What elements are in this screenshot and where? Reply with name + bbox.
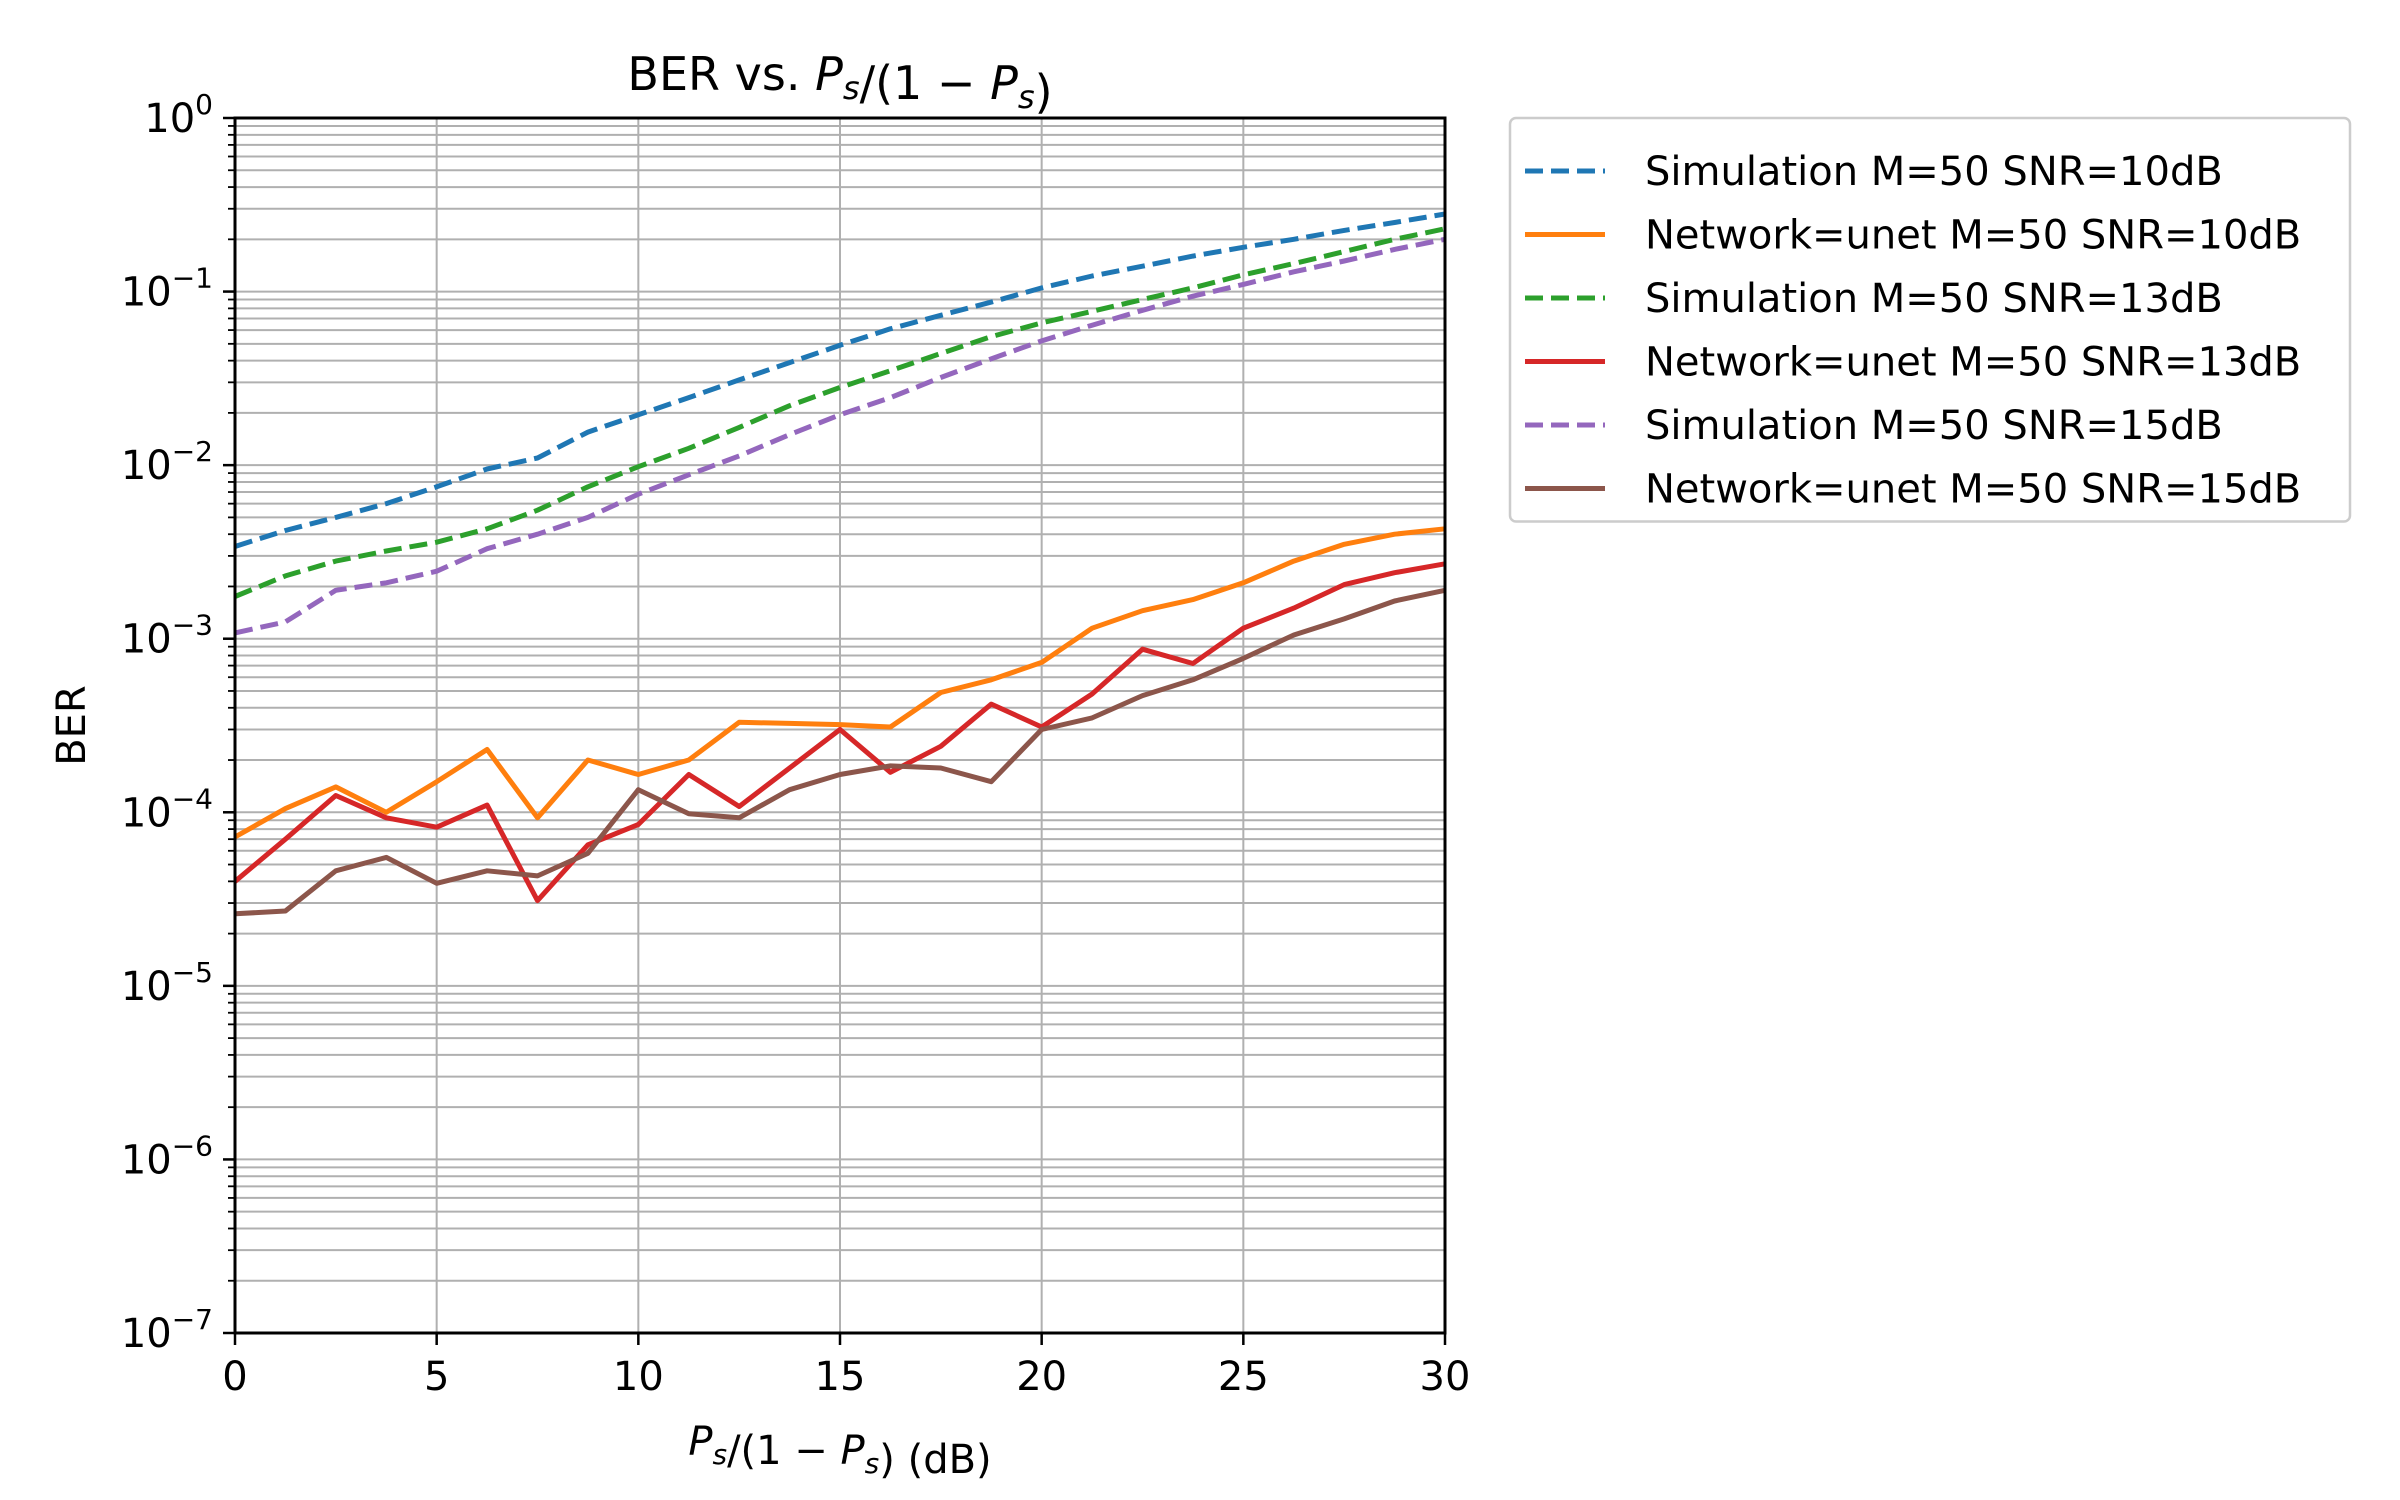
series-line-5: [234, 236, 1446, 636]
legend: Simulation M=50 SNR=10dB Network=unet M=5…: [1508, 116, 2352, 523]
y-tick-label: 10−7: [121, 1303, 213, 1357]
y-tick-label: 100: [144, 88, 213, 142]
y-tick-label: 10−3: [121, 609, 213, 663]
series-line-1: [234, 211, 1446, 549]
legend-box: [1508, 116, 2352, 523]
series-line-3: [234, 226, 1446, 599]
legend-label-2: Network=unet M=50 SNR=10dB: [1645, 213, 2301, 259]
x-tick-label: 20: [1016, 1354, 1067, 1400]
tick-layer: 0 5 10 15 20 25 30 10−7 10−6 10−5 10−4 10−3 10−2 10−1…: [121, 88, 1471, 1400]
x-axis-label: Ps/(1 − Ps) (dB): [688, 1419, 991, 1483]
x-tick-label: 10: [613, 1354, 664, 1400]
series-line-6: [234, 587, 1446, 917]
y-axis-label: BER: [49, 685, 95, 766]
legend-label-4: Network=unet M=50 SNR=13dB: [1645, 340, 2301, 386]
x-tick-label: 0: [222, 1354, 247, 1400]
legend-label-1: Simulation M=50 SNR=10dB: [1645, 149, 2223, 195]
y-tick-label: 10−5: [121, 956, 213, 1010]
y-tick-label: 10−4: [121, 782, 213, 836]
legend-label-6: Network=unet M=50 SNR=15dB: [1645, 467, 2301, 513]
series-layer: [233, 211, 1446, 917]
x-tick-label: 5: [424, 1354, 449, 1400]
y-tick-label: 10−1: [121, 262, 213, 316]
legend-label-3: Simulation M=50 SNR=13dB: [1645, 276, 2223, 322]
y-tick-label: 10−6: [121, 1129, 213, 1183]
series-line-2: [233, 526, 1446, 840]
legend-entries: Simulation M=50 SNR=10dB Network=unet M=5…: [1525, 149, 2301, 513]
series-line-4: [233, 561, 1446, 904]
legend-label-5: Simulation M=50 SNR=15dB: [1645, 403, 2223, 449]
chart-title: BER vs. Ps/(1 − Ps): [627, 47, 1052, 119]
x-tick-label: 15: [815, 1354, 866, 1400]
x-tick-label: 25: [1218, 1354, 1269, 1400]
grid-layer: [234, 118, 1446, 1334]
x-tick-label: 30: [1420, 1354, 1471, 1400]
y-tick-label: 10−2: [121, 435, 213, 489]
